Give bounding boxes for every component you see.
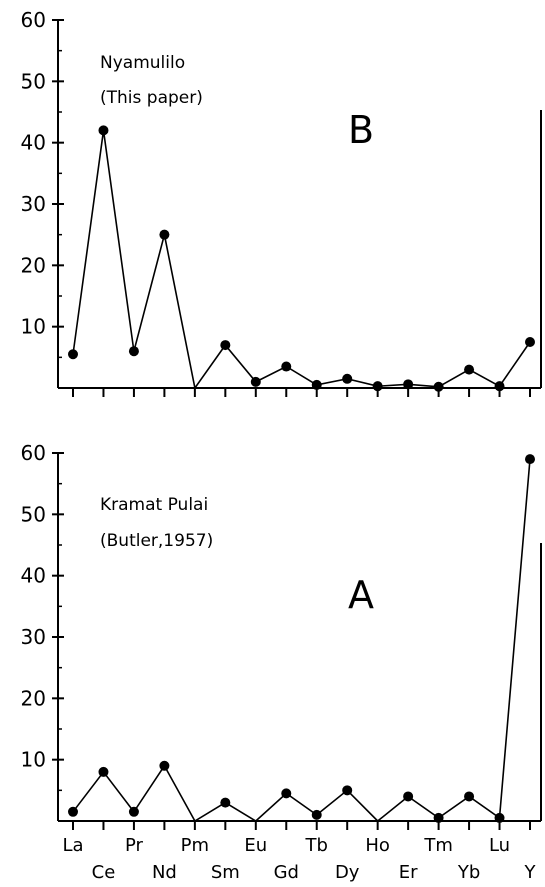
panel-a-x-tick-label: Y [524, 862, 537, 883]
panel-a-x-tick-label: Sm [211, 862, 240, 883]
panel-a-y-tick-label: 40 [21, 564, 46, 588]
panel-a-annotation-line: (Butler,1957) [100, 531, 213, 551]
panel-a-x-tick-label: Tm [423, 835, 453, 856]
panel-a-x-tick-label: La [62, 835, 83, 856]
panel-a-y-tick-label: 10 [21, 748, 46, 772]
panel-a-data-point [281, 788, 292, 799]
panel-a-x-tick-label: Er [399, 862, 418, 883]
panel-a-x-tick-label: Eu [244, 835, 267, 856]
panel-b-y-tick-label: 40 [21, 131, 46, 155]
panel-a-data-point [98, 766, 109, 777]
panel-a-y-tick-label: 60 [21, 441, 46, 465]
panel-a-x-tick-label: Ho [365, 835, 390, 856]
panel-a-data-point [128, 806, 139, 817]
panel-a-data-point [311, 809, 322, 820]
panel-a-data-point [464, 791, 475, 802]
panel-b-data-point [159, 229, 170, 240]
panel-a-series-line [72, 459, 531, 823]
panel-a-data-point [494, 812, 505, 823]
panel-b-series-line [72, 130, 531, 390]
panel-b-data-point [403, 379, 414, 390]
panel-a-x-tick-label: Ce [92, 862, 116, 883]
panel-a-data-point [159, 760, 170, 771]
panel-b-data-point [464, 364, 475, 375]
panel-b-y-tick-label: 10 [21, 315, 46, 339]
panel-b-data-point [98, 125, 109, 136]
panel-b-y-tick-label: 60 [21, 8, 46, 32]
panel-a-data-point [525, 454, 535, 465]
panel-a-y-tick-label: 30 [21, 625, 46, 649]
panel-a-x-tick-label: Nd [152, 862, 177, 883]
panel-a-data-point [433, 812, 444, 823]
panel-b-data-point [494, 381, 505, 392]
panel-a-data-point [342, 785, 353, 796]
panel-a-y-tick-label: 50 [21, 502, 46, 526]
panel-a-x-tick-label: Lu [489, 835, 510, 856]
panel-b-y-tick-label: 30 [21, 192, 46, 216]
panel-a-x-tick-label: Pr [125, 835, 144, 856]
panel-a-data-point [220, 797, 231, 808]
panel-b-data-point [342, 373, 353, 384]
panel-a-x-tick-label: Dy [335, 862, 360, 883]
panel-a-annotation-line: Kramat Pulai [100, 495, 208, 515]
panel-a-data-point [403, 791, 414, 802]
panel-b-data-point [220, 340, 231, 351]
panel-b-data-point [433, 381, 444, 392]
panel-b-data-point [525, 337, 535, 347]
panel-a-data-point [68, 806, 78, 817]
panel-a-x-tick-label: Yb [457, 862, 480, 883]
panel-b-y-tick-label: 20 [21, 253, 46, 277]
panel-a-x-tick-label: Tb [305, 835, 328, 856]
panel-a-letter: A [348, 573, 374, 617]
panel-b-data-point [68, 349, 78, 360]
panel-b-y-tick-label: 50 [21, 69, 46, 93]
panel-a-x-tick-label: Pm [181, 835, 209, 856]
panel-b-annotation-line: Nyamulilo [100, 53, 185, 73]
panel-b-data-point [128, 346, 139, 357]
panel-b-letter: B [348, 108, 374, 152]
panel-a-y-tick-label: 20 [21, 686, 46, 710]
panel-b-data-point [281, 361, 292, 372]
panel-b-annotation-line: (This paper) [100, 88, 203, 108]
panel-b-data-point [311, 379, 322, 390]
panel-a-x-tick-label: Gd [274, 862, 299, 883]
panel-b-data-point [250, 376, 261, 387]
panel-b-data-point [372, 381, 383, 392]
